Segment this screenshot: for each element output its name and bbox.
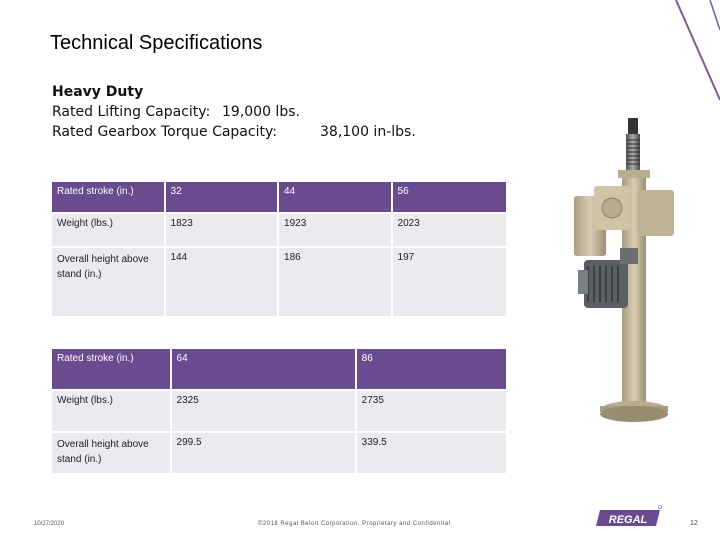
- table-cell: Weight (lbs.): [50, 212, 166, 248]
- torque-capacity-value: 38,100 in-lbs.: [320, 124, 416, 140]
- svg-text:REGAL: REGAL: [609, 514, 648, 526]
- table-cell: Weight (lbs.): [50, 389, 172, 433]
- regal-logo: REGAL: [596, 505, 662, 526]
- table-cell: 56: [390, 180, 509, 214]
- torque-capacity-row: Rated Gearbox Torque Capacity: 38,100 in…: [52, 122, 416, 142]
- table-row: Weight (lbs.) 2325 2735: [50, 389, 509, 433]
- table-cell: 64: [169, 347, 357, 391]
- table-cell: 44: [277, 180, 393, 214]
- table-cell: 1923: [277, 212, 393, 248]
- table-cell: 86: [354, 347, 509, 391]
- table-cell: 2023: [390, 212, 509, 248]
- table-row: Rated stroke (in.) 32 44 56: [50, 180, 509, 214]
- footer-date: 10/27/2020: [34, 521, 65, 527]
- table-cell: 1823: [163, 212, 280, 248]
- table-cell: Rated stroke (in.): [50, 347, 172, 391]
- spec-heading: Heavy Duty: [52, 84, 144, 100]
- table-cell: 32: [163, 180, 280, 214]
- table-cell: 144: [163, 246, 280, 318]
- page-title: Technical Specifications: [50, 32, 263, 54]
- table-cell: Rated stroke (in.): [50, 180, 166, 214]
- table-cell: 2735: [354, 389, 509, 433]
- lifting-capacity-value: 19,000 lbs.: [222, 104, 300, 120]
- table-cell: 186: [277, 246, 393, 318]
- table-cell: 2325: [169, 389, 357, 433]
- table-cell: Overall height above stand (in.): [50, 431, 172, 475]
- actuator-product-image: [574, 118, 674, 422]
- spec-table-1: Rated stroke (in.) 32 44 56 Weight (lbs.…: [50, 180, 509, 318]
- table-row: Overall height above stand (in.) 144 186…: [50, 246, 509, 318]
- spec-table-2: Rated stroke (in.) 64 86 Weight (lbs.) 2…: [50, 347, 509, 475]
- table-cell: 197: [390, 246, 509, 318]
- decorative-corner-lines: [675, 0, 720, 101]
- footer-copyright: ©2018 Regal Beloit Corporation, Propriet…: [258, 521, 451, 527]
- torque-capacity-label: Rated Gearbox Torque Capacity:: [52, 124, 277, 140]
- table-cell: 299.5: [169, 431, 357, 475]
- page-number: 12: [690, 520, 698, 527]
- table-cell: 339.5: [354, 431, 509, 475]
- table-cell: Overall height above stand (in.): [50, 246, 166, 318]
- table-row: Rated stroke (in.) 64 86: [50, 347, 509, 391]
- lifting-capacity-label: Rated Lifting Capacity:: [52, 104, 211, 120]
- table-row: Weight (lbs.) 1823 1923 2023: [50, 212, 509, 248]
- table-row: Overall height above stand (in.) 299.5 3…: [50, 431, 509, 475]
- spec-summary: Heavy Duty Rated Lifting Capacity: 19,00…: [52, 82, 416, 142]
- lifting-capacity-row: Rated Lifting Capacity: 19,000 lbs.: [52, 102, 300, 122]
